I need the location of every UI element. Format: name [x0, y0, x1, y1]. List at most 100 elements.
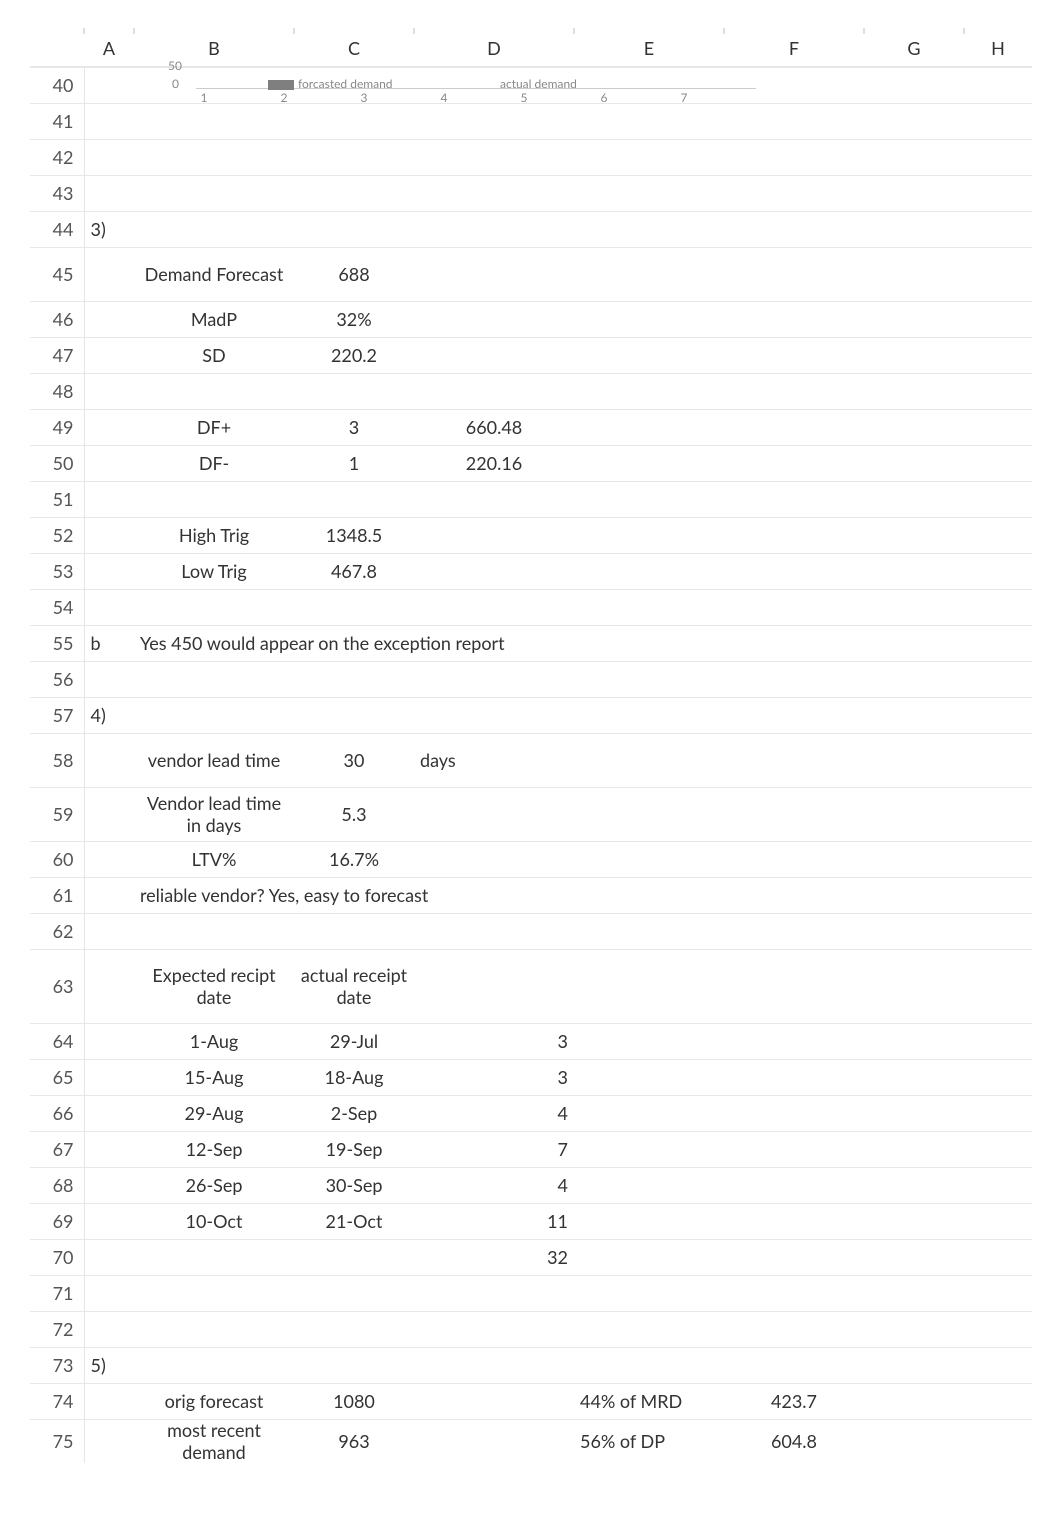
cell[interactable]: days [414, 733, 574, 787]
cell[interactable] [724, 589, 864, 625]
cell[interactable] [414, 337, 574, 373]
cell[interactable] [84, 139, 134, 175]
cell[interactable] [574, 1347, 724, 1383]
cell[interactable] [84, 787, 134, 841]
cell[interactable] [294, 175, 414, 211]
cell[interactable] [964, 337, 1032, 373]
cell[interactable] [414, 481, 574, 517]
row-header[interactable]: 47 [30, 337, 84, 373]
row-header[interactable]: 68 [30, 1167, 84, 1203]
cell[interactable] [414, 1419, 574, 1463]
cell[interactable]: 29-Jul [294, 1023, 414, 1059]
cell[interactable] [134, 661, 294, 697]
cell[interactable]: Demand Forecast [134, 247, 294, 301]
cell[interactable] [864, 337, 964, 373]
cell[interactable] [964, 1383, 1032, 1419]
cell[interactable]: b [84, 625, 134, 661]
cell[interactable] [574, 103, 724, 139]
row-header[interactable]: 74 [30, 1383, 84, 1419]
cell[interactable]: 688 [294, 247, 414, 301]
cell[interactable] [964, 787, 1032, 841]
cell[interactable] [294, 373, 414, 409]
cell[interactable] [84, 1203, 134, 1239]
row-header[interactable]: 50 [30, 445, 84, 481]
cell[interactable] [414, 589, 574, 625]
cell[interactable]: 11 [414, 1203, 574, 1239]
cell[interactable] [574, 301, 724, 337]
cell[interactable] [724, 877, 864, 913]
cell[interactable] [724, 481, 864, 517]
row-header[interactable]: 64 [30, 1023, 84, 1059]
row-header[interactable]: 67 [30, 1131, 84, 1167]
cell[interactable] [84, 445, 134, 481]
cell[interactable] [864, 1167, 964, 1203]
cell[interactable]: 32% [294, 301, 414, 337]
cell[interactable] [84, 103, 134, 139]
cell[interactable] [724, 211, 864, 247]
cell[interactable] [724, 1347, 864, 1383]
cell[interactable] [964, 139, 1032, 175]
cell[interactable] [84, 517, 134, 553]
cell[interactable] [574, 553, 724, 589]
cell[interactable] [864, 553, 964, 589]
cell[interactable]: 21-Oct [294, 1203, 414, 1239]
row-header[interactable]: 42 [30, 139, 84, 175]
cell[interactable] [414, 1383, 574, 1419]
cell[interactable] [964, 1275, 1032, 1311]
cell[interactable]: 5) [84, 1347, 134, 1383]
cell[interactable] [864, 1203, 964, 1239]
cell[interactable] [84, 1059, 134, 1095]
cell[interactable] [964, 1059, 1032, 1095]
cell[interactable] [414, 787, 574, 841]
cell[interactable]: 2-Sep [294, 1095, 414, 1131]
row-header[interactable]: 60 [30, 841, 84, 877]
row-header[interactable]: 56 [30, 661, 84, 697]
cell[interactable] [574, 589, 724, 625]
cell[interactable] [964, 625, 1032, 661]
cell[interactable]: Yes 450 would appear on the exception re… [134, 625, 864, 661]
cell[interactable] [414, 211, 574, 247]
cell[interactable]: 3 [294, 409, 414, 445]
cell[interactable] [724, 103, 864, 139]
cell[interactable] [84, 1023, 134, 1059]
cell[interactable] [84, 1419, 134, 1463]
cell[interactable] [84, 1239, 134, 1275]
row-header[interactable]: 49 [30, 409, 84, 445]
cell[interactable]: Low Trig [134, 553, 294, 589]
cell[interactable] [574, 697, 724, 733]
cell[interactable] [964, 913, 1032, 949]
cell[interactable]: 423.7 [724, 1383, 864, 1419]
row-header[interactable]: 59 [30, 787, 84, 841]
column-header[interactable]: E [574, 30, 724, 67]
cell[interactable]: 12-Sep [134, 1131, 294, 1167]
cell[interactable] [414, 1311, 574, 1347]
row-header[interactable]: 43 [30, 175, 84, 211]
cell[interactable] [964, 517, 1032, 553]
cell[interactable]: DF- [134, 445, 294, 481]
cell[interactable] [414, 373, 574, 409]
row-header[interactable]: 71 [30, 1275, 84, 1311]
cell[interactable] [574, 787, 724, 841]
cell[interactable] [964, 661, 1032, 697]
cell[interactable]: 26-Sep [134, 1167, 294, 1203]
cell[interactable] [414, 301, 574, 337]
cell[interactable] [964, 211, 1032, 247]
cell[interactable] [134, 481, 294, 517]
cell[interactable]: 220.16 [414, 445, 574, 481]
cell[interactable] [134, 589, 294, 625]
cell[interactable] [574, 1311, 724, 1347]
cell[interactable] [964, 1131, 1032, 1167]
cell[interactable]: DF+ [134, 409, 294, 445]
cell[interactable] [84, 553, 134, 589]
row-header[interactable]: 62 [30, 913, 84, 949]
cell[interactable]: 3 [414, 1059, 574, 1095]
cell[interactable] [864, 1347, 964, 1383]
cell[interactable] [134, 1311, 294, 1347]
cell[interactable]: 4 [414, 1167, 574, 1203]
column-header[interactable]: H [964, 30, 1032, 67]
spreadsheet-grid[interactable]: ABCDEFGH 40414243443)45Demand Forecast68… [30, 30, 1032, 1463]
cell[interactable] [414, 1275, 574, 1311]
cell[interactable]: 30 [294, 733, 414, 787]
cell[interactable] [864, 517, 964, 553]
cell[interactable] [414, 1347, 574, 1383]
